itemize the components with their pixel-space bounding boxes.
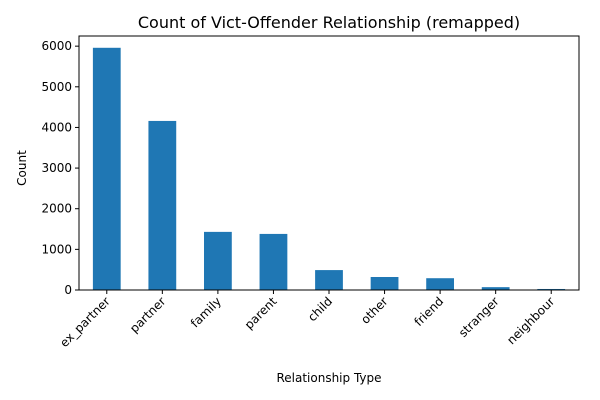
x-axis-label: Relationship Type xyxy=(276,371,381,385)
bar-stranger xyxy=(481,287,510,290)
y-tick-label: 0 xyxy=(64,283,72,297)
y-tick-label: 4000 xyxy=(41,120,72,134)
x-tick-label-ex_partner: ex_partner xyxy=(57,294,113,350)
x-tick-label-stranger: stranger xyxy=(456,294,502,340)
chart-title: Count of Vict-Offender Relationship (rem… xyxy=(138,13,520,32)
bar-family xyxy=(204,231,232,290)
bar-neighbour xyxy=(537,288,566,290)
bar-other xyxy=(370,277,399,290)
x-tick-label-parent: parent xyxy=(242,294,280,332)
y-tick-label: 2000 xyxy=(41,202,72,216)
bar-parent xyxy=(259,233,288,290)
y-tick-label: 6000 xyxy=(41,39,72,53)
y-tick-label: 3000 xyxy=(41,161,72,175)
x-tick-label-friend: friend xyxy=(412,294,447,329)
x-tick-label-family: family xyxy=(188,294,224,330)
x-tick-label-partner: partner xyxy=(127,294,168,335)
x-tick-label-child: child xyxy=(305,294,335,324)
bar-child xyxy=(315,270,343,290)
x-tick-label-neighbour: neighbour xyxy=(504,294,557,347)
y-tick-label: 5000 xyxy=(41,80,72,94)
y-axis-label: Count xyxy=(15,150,29,186)
bar-friend xyxy=(426,278,454,290)
bar-ex_partner xyxy=(92,47,121,290)
bar-partner xyxy=(148,120,177,290)
x-tick-label-other: other xyxy=(358,294,391,327)
plot-area: 0 1000 2000 3000 4000 5000 6000 ex_partner partn… xyxy=(41,35,580,350)
y-tick-label: 1000 xyxy=(41,242,72,256)
